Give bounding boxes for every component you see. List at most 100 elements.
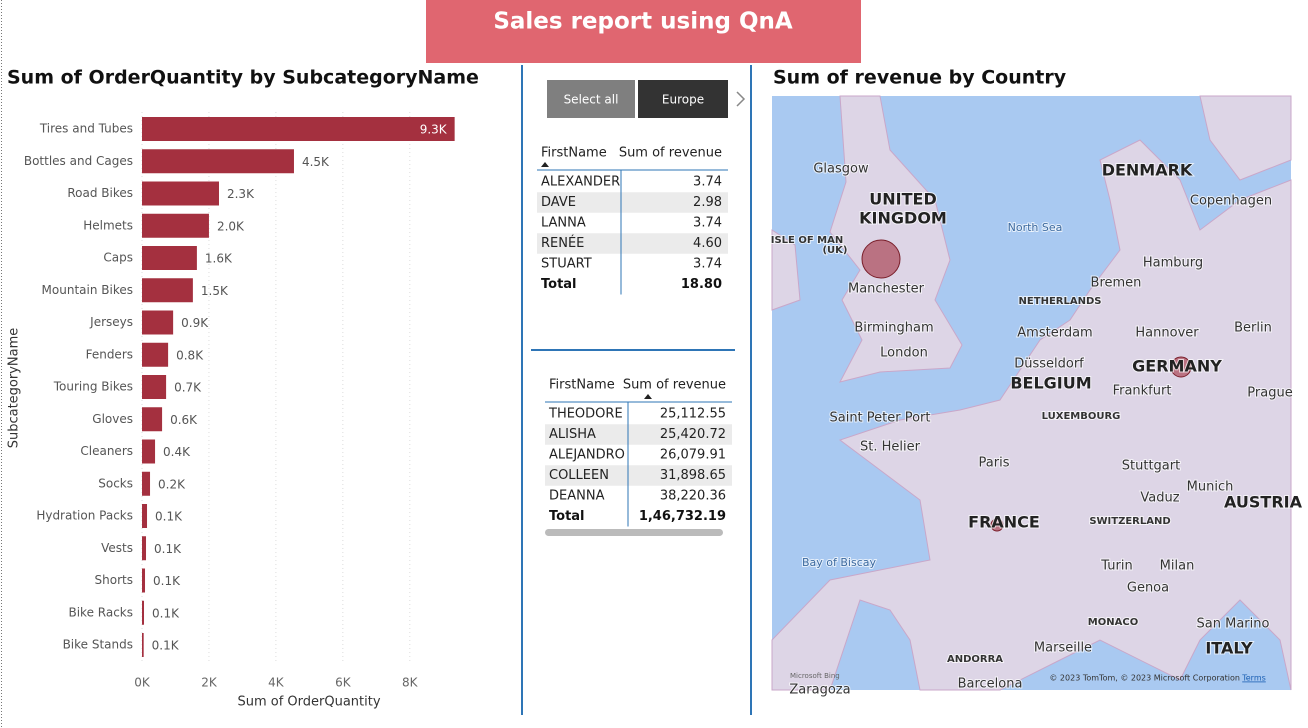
slicer-button[interactable] — [547, 80, 635, 118]
table-cell: 31,898.65 — [660, 468, 726, 483]
map-label: ITALY — [1205, 639, 1253, 658]
report-title: Sales report using QnA — [493, 9, 793, 35]
x-axis-title: Sum of OrderQuantity — [237, 695, 380, 710]
map-label: Genoa — [1127, 581, 1169, 596]
bar — [142, 568, 146, 593]
map-label: Manchester — [848, 282, 925, 297]
map-label: Paris — [979, 456, 1010, 471]
chart-title: Sum of OrderQuantity by SubcategoryName — [7, 67, 479, 89]
table-cell: DAVE — [541, 195, 576, 210]
row-band — [537, 192, 728, 213]
map-attribution: © 2023 TomTom, © 2023 Microsoft Corporat… — [1049, 674, 1240, 683]
map-label: LUXEMBOURG — [1042, 411, 1121, 422]
map-label: ANDORRA — [947, 654, 1003, 665]
table-cell: LANNA — [541, 216, 586, 231]
scrollbar[interactable] — [545, 529, 723, 536]
map-label: UNITED — [869, 190, 936, 209]
table-cell: RENÉE — [541, 235, 584, 251]
x-tick-label: 6K — [335, 676, 352, 690]
value-label: 2.0K — [217, 219, 245, 233]
row-band — [545, 465, 732, 486]
bar — [142, 213, 209, 238]
map-label: Düsseldorf — [1014, 357, 1084, 372]
table-cell: 2.98 — [693, 195, 722, 210]
value-label: 1.5K — [201, 284, 229, 298]
table-total: 1,46,732.19 — [639, 509, 726, 524]
value-label: 9.3K — [420, 123, 448, 137]
map-label: MONACO — [1088, 617, 1138, 628]
bar — [142, 149, 294, 174]
column-header: FirstName — [549, 378, 615, 393]
y-axis-title: SubcategoryName — [7, 328, 22, 449]
bar — [142, 504, 148, 528]
bar — [142, 439, 156, 464]
slicer-next[interactable] — [736, 91, 746, 107]
table-cell: STUART — [541, 257, 592, 272]
map-label: (UK) — [822, 245, 847, 256]
map-bubble[interactable] — [1170, 356, 1192, 378]
y-tick-label: Bike Racks — [68, 605, 133, 619]
map-label: San Marino — [1197, 617, 1270, 632]
land — [829, 95, 963, 383]
table-cell: 3.74 — [693, 257, 722, 272]
y-tick-label: Fenders — [86, 347, 133, 361]
bar — [142, 633, 144, 657]
table-cell: DEANNA — [549, 489, 605, 504]
table-cell: 3.74 — [693, 175, 722, 190]
map-title: Sum of revenue by Country — [773, 67, 1067, 89]
bar — [142, 536, 147, 561]
map-bubble[interactable] — [861, 239, 901, 279]
y-tick-label: Bottles and Cages — [24, 154, 133, 168]
value-label: 0.2K — [158, 477, 186, 491]
map-label: Marseille — [1034, 641, 1092, 656]
table-cell: ALISHA — [549, 427, 596, 442]
value-label: 2.3K — [227, 187, 255, 201]
y-tick-label: Shorts — [95, 573, 133, 587]
y-tick-label: Hydration Packs — [36, 509, 133, 523]
slicer-button[interactable] — [638, 80, 728, 118]
map-label: Copenhagen — [1190, 194, 1272, 209]
slicer-label[interactable]: Europe — [662, 93, 704, 107]
map-label: Frankfurt — [1113, 384, 1172, 399]
y-tick-label: Road Bikes — [67, 186, 133, 200]
value-label: 0.6K — [170, 413, 198, 427]
column-header: Sum of revenue — [623, 378, 726, 393]
land — [771, 139, 1292, 691]
map-logo: Microsoft Bing — [790, 672, 840, 680]
slicer-label[interactable]: Select all — [564, 93, 619, 107]
bar — [142, 310, 174, 335]
map-terms[interactable]: Terms — [1241, 674, 1266, 683]
y-tick-label: Helmets — [83, 218, 133, 232]
row-band — [545, 424, 732, 445]
map-label: Hannover — [1135, 326, 1199, 341]
map-label: Glasgow — [813, 162, 869, 177]
table-cell: 26,079.91 — [660, 448, 726, 463]
value-label: 0.1K — [152, 606, 180, 620]
bar — [142, 246, 197, 270]
value-label: 0.1K — [152, 639, 180, 653]
table-cell: 25,420.72 — [660, 427, 726, 442]
map-label: Berlin — [1234, 321, 1272, 336]
map-bubble[interactable] — [990, 518, 1004, 532]
table-total: Total — [549, 509, 585, 524]
sort-indicator — [541, 162, 549, 167]
map-label: Bremen — [1091, 276, 1142, 291]
map-label: Milan — [1160, 559, 1195, 574]
map-label: AUSTRIA — [1224, 493, 1303, 512]
map-label: St. Helier — [860, 440, 921, 455]
value-label: 0.1K — [154, 542, 182, 556]
map-label: Birmingham — [854, 321, 933, 336]
value-label: 0.9K — [181, 316, 209, 330]
map-label: FRANCE — [968, 513, 1040, 532]
x-tick-label: 8K — [402, 676, 419, 690]
table-cell: 4.60 — [693, 236, 722, 251]
title-bar — [426, 0, 861, 63]
bar — [142, 407, 163, 432]
map-label: North Sea — [1008, 221, 1063, 234]
sort-indicator — [644, 394, 652, 399]
value-label: 0.4K — [163, 445, 191, 459]
table-cell: ALEXANDER — [541, 175, 620, 190]
bar — [142, 375, 167, 399]
map-label: Zaragoza — [789, 683, 850, 698]
map[interactable]: © 2023 TomTom, © 2023 Microsoft Corporat… — [770, 95, 1304, 699]
